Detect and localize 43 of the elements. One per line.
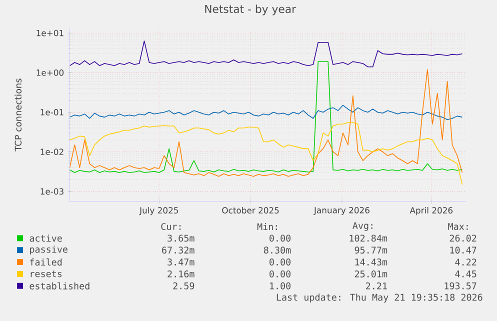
- text: 25.01m: [354, 270, 388, 278]
- text: 26.02: [450, 234, 476, 242]
- text: 1.00: [270, 282, 291, 290]
- text: 0.00: [270, 234, 291, 242]
- text: 67.32m: [162, 246, 194, 254]
- text: 2.59: [173, 282, 194, 290]
- text: 0.00: [270, 270, 291, 278]
- x-tick-label: October 2025: [222, 207, 279, 214]
- y-tick-label: 1e-02: [40, 148, 64, 156]
- legend-label: resets: [30, 270, 62, 278]
- legend-label: passive: [30, 246, 68, 255]
- y-tick-label: 1e-01: [40, 109, 64, 116]
- text: 14.43m: [355, 258, 388, 266]
- y-tick-label: 1e+00: [36, 69, 64, 76]
- text: 4.22: [455, 258, 476, 266]
- text: Last update: Thu May 21 19:35:18 2026: [276, 294, 482, 303]
- text: 10.47: [450, 246, 476, 254]
- text: 95.77m: [354, 246, 388, 254]
- chart-title: Netstat - by year: [205, 4, 296, 16]
- legend-label: failed: [30, 258, 62, 266]
- y-axis-title: TCP connections: [14, 78, 22, 152]
- text: 8.30m: [264, 246, 291, 254]
- text: Avg:: [352, 222, 372, 231]
- text: 4.45: [455, 270, 476, 278]
- x-tick-label: January 2026: [314, 207, 370, 216]
- line-series: [70, 122, 463, 185]
- y-tick-label: 1e+01: [36, 30, 64, 36]
- legend-label: established: [30, 282, 90, 290]
- y-tick-label: 1e-03: [40, 188, 64, 195]
- x-tick-label: July 2025: [139, 207, 178, 216]
- line-series: [70, 104, 463, 120]
- x-tick-label: April 2026: [410, 207, 453, 216]
- text: 193.57: [444, 282, 476, 290]
- text: Max:: [448, 223, 468, 230]
- text: 3.65m: [168, 234, 194, 242]
- text: 2.21: [366, 282, 387, 290]
- text: Min:: [257, 223, 277, 230]
- text: 3.47m: [168, 258, 194, 266]
- text: 0.00: [270, 258, 291, 266]
- text: Cur:: [161, 223, 181, 230]
- legend-label: active: [30, 234, 62, 242]
- text: 102.84m: [350, 234, 388, 242]
- text: 2.16m: [168, 270, 194, 278]
